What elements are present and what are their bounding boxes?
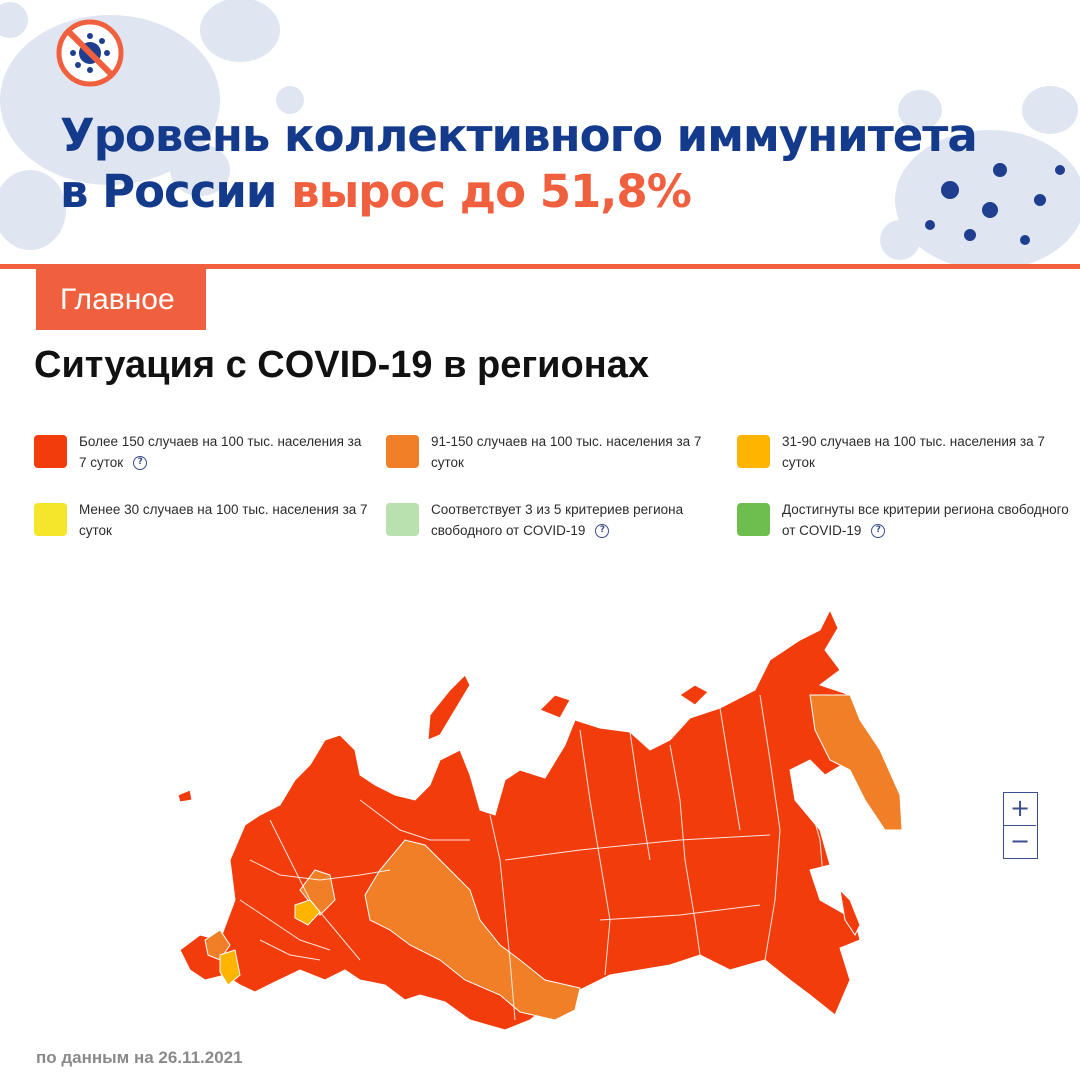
question-circle-icon[interactable]: ? <box>871 524 886 539</box>
region-new-siberian-islands[interactable] <box>679 684 709 706</box>
region-kamchatka[interactable] <box>809 694 903 831</box>
virus-splat-left <box>0 0 304 250</box>
region-sakhalin[interactable] <box>839 888 861 936</box>
region-borders <box>239 694 826 1021</box>
data-date-footnote: по данным на 26.11.2021 <box>36 1048 243 1067</box>
legend-text: Менее 30 случаев на 100 тыс. населения з… <box>79 499 369 541</box>
legend-text: 31-90 случаев на 100 тыс. населения за 7… <box>782 431 1072 473</box>
legend-label: Менее 30 случаев на 100 тыс. населения з… <box>79 502 368 538</box>
region-moscow-low[interactable] <box>294 899 321 926</box>
legend-text: 91-150 случаев на 100 тыс. населения за … <box>431 431 721 473</box>
russia-regions-map[interactable] <box>160 600 920 1050</box>
legend-text: Более 150 случаев на 100 тыс. населения … <box>79 431 369 473</box>
headline: Уровень коллективного иммунитета в Росси… <box>60 108 1020 220</box>
question-circle-icon[interactable]: ? <box>595 524 610 539</box>
section-title: Ситуация с COVID-19 в регионах <box>34 344 649 386</box>
legend-label: Соответствует 3 из 5 критериев региона с… <box>431 502 684 538</box>
region-south-low[interactable] <box>219 949 241 986</box>
headline-accent: вырос до 51,8% <box>291 165 692 218</box>
header-divider <box>0 264 1080 269</box>
headline-line-2-text: в России <box>60 165 292 218</box>
legend-label: 31-90 случаев на 100 тыс. населения за 7… <box>782 434 1045 470</box>
crossed-virus-icon <box>56 19 124 87</box>
legend-text: Соответствует 3 из 5 критериев региона с… <box>431 499 721 541</box>
question-circle-icon[interactable]: ? <box>133 456 148 471</box>
legend-label: Более 150 случаев на 100 тыс. населения … <box>79 434 362 470</box>
region-novaya-zemlya[interactable] <box>427 674 471 741</box>
virus-splat-right <box>880 86 1080 266</box>
main-badge: Главное <box>36 269 206 330</box>
region-ural-belt[interactable] <box>364 839 581 1021</box>
minus-icon[interactable]: − <box>1004 825 1036 857</box>
map-zoom-control: + − <box>1003 792 1038 859</box>
legend-swatch-lowest <box>34 503 67 536</box>
legend-swatch-high <box>34 435 67 468</box>
region-south-orange[interactable] <box>204 929 231 961</box>
legend-label: Достигнуты все критерии региона свободно… <box>782 502 1069 538</box>
legend-swatch-free <box>737 503 770 536</box>
header-banner: Уровень коллективного иммунитета в Росси… <box>0 0 1080 266</box>
legend-swatch-partial <box>386 503 419 536</box>
plus-icon[interactable]: + <box>1009 794 1031 822</box>
region-taymyr-islands[interactable] <box>539 694 571 719</box>
map-landmass <box>177 608 903 1031</box>
legend-swatch-low <box>737 435 770 468</box>
legend-text: Достигнуты все критерии региона свободно… <box>782 499 1072 541</box>
legend-swatch-mid <box>386 435 419 468</box>
legend-label: 91-150 случаев на 100 тыс. населения за … <box>431 434 702 470</box>
headline-line-2: в России вырос до 51,8% <box>60 164 1020 220</box>
region-kaliningrad[interactable] <box>177 789 193 803</box>
headline-line-1: Уровень коллективного иммунитета <box>60 109 978 162</box>
